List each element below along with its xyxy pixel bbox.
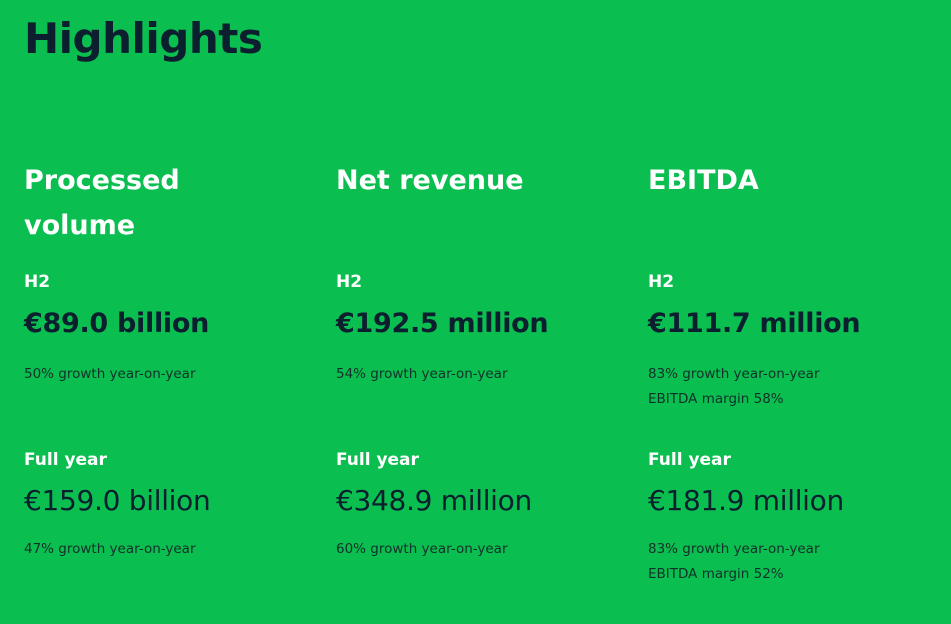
highlight-column: Processed volume H2 €89.0 billion 50% gr… <box>24 0 324 624</box>
h2-note: 54% growth year-on-year <box>336 366 508 382</box>
metric-heading: Processed volume <box>24 165 180 241</box>
h2-note: EBITDA margin 58% <box>648 391 784 407</box>
h2-label: H2 <box>24 272 51 292</box>
h2-note: 83% growth year-on-year <box>648 366 820 382</box>
page-title: Highlights <box>24 14 263 63</box>
h2-note: 50% growth year-on-year <box>24 366 196 382</box>
highlight-column: Net revenue H2 €192.5 million 54% growth… <box>336 0 636 624</box>
highlight-column: EBITDA H2 €111.7 million 83% growth year… <box>648 0 948 624</box>
full-year-value: €181.9 million <box>648 484 844 517</box>
full-year-label: Full year <box>648 450 731 470</box>
h2-value: €111.7 million <box>648 308 861 339</box>
h2-value: €89.0 billion <box>24 308 210 339</box>
full-year-label: Full year <box>24 450 107 470</box>
metric-heading: Net revenue <box>336 165 524 196</box>
fy-note: 83% growth year-on-year <box>648 541 820 557</box>
full-year-label: Full year <box>336 450 419 470</box>
fy-note: 60% growth year-on-year <box>336 541 508 557</box>
fy-note: EBITDA margin 52% <box>648 566 784 582</box>
h2-value: €192.5 million <box>336 308 549 339</box>
h2-label: H2 <box>648 272 675 292</box>
metric-heading: EBITDA <box>648 165 759 196</box>
h2-label: H2 <box>336 272 363 292</box>
fy-note: 47% growth year-on-year <box>24 541 196 557</box>
full-year-value: €159.0 billion <box>24 484 211 517</box>
full-year-value: €348.9 million <box>336 484 532 517</box>
